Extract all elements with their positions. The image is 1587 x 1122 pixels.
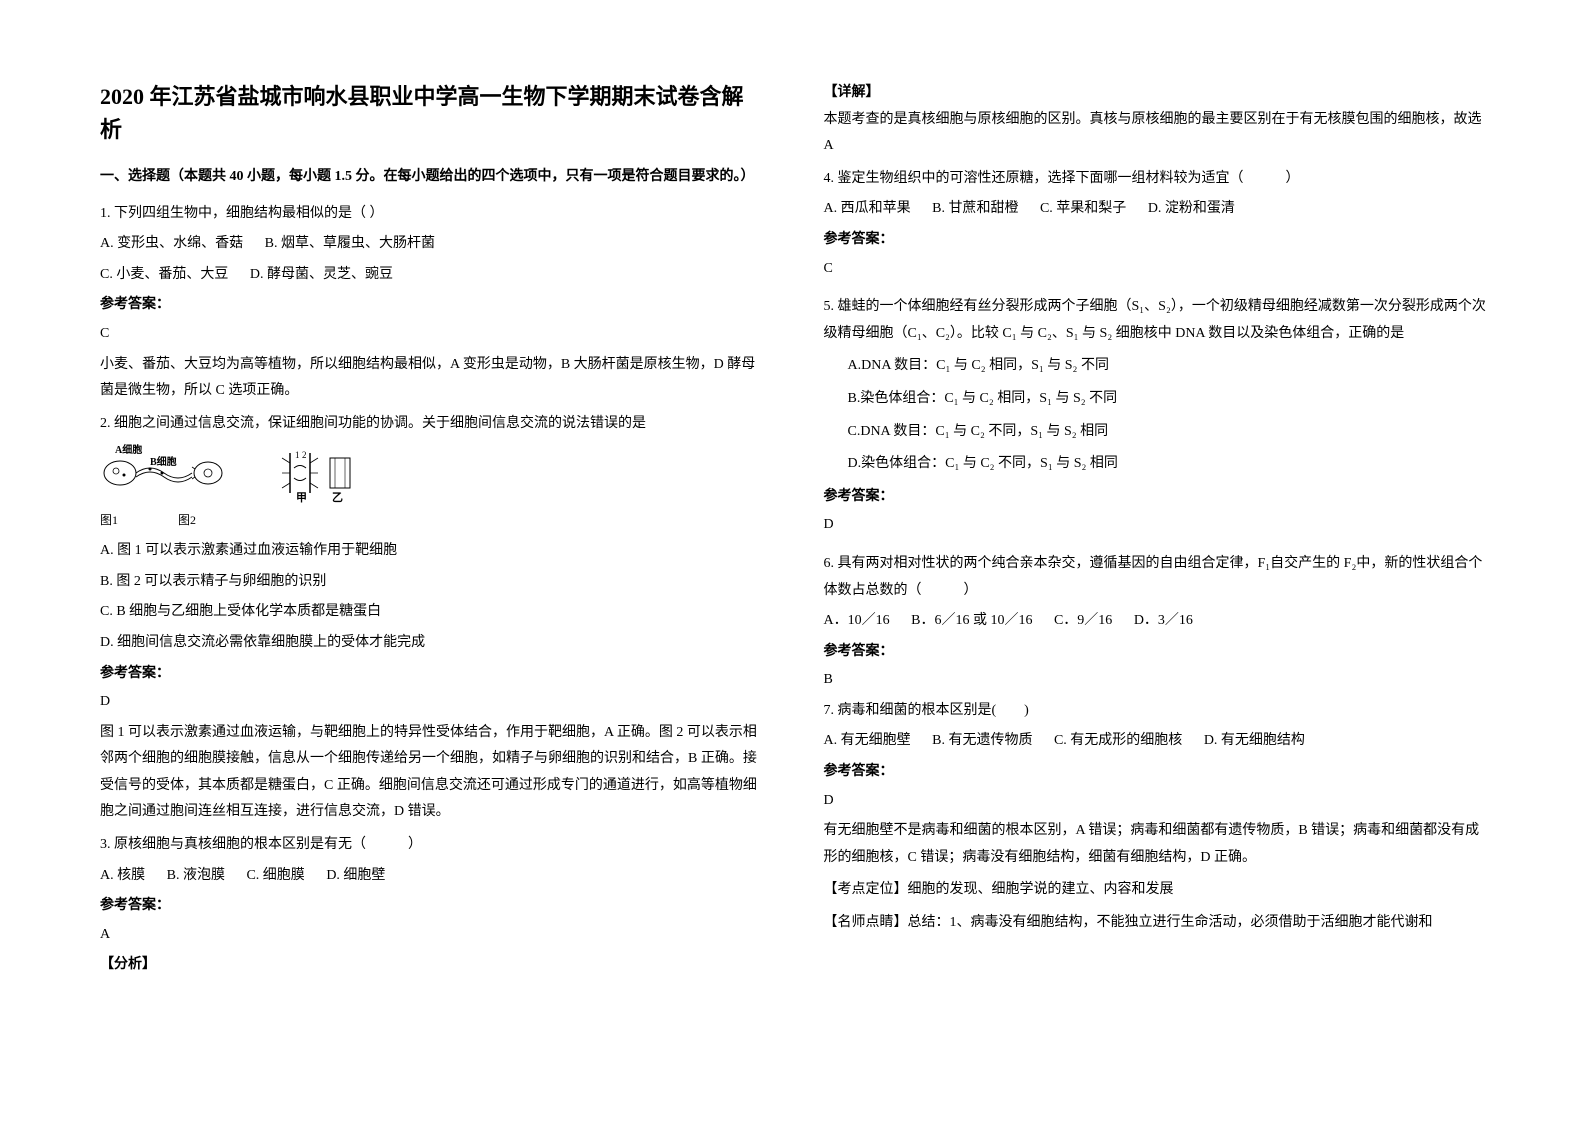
q4-answer-label: 参考答案：: [824, 227, 1488, 254]
q2-stem: 2. 细胞之间通过信息交流，保证细胞间功能的协调。关于细胞间信息交流的说法错误的…: [100, 411, 764, 438]
svg-text:甲: 甲: [296, 491, 307, 503]
q2-answer: D: [100, 689, 764, 716]
svg-text:B细胞: B细胞: [150, 455, 177, 468]
q2-fig2-label: 图2: [178, 509, 196, 532]
q6-optB: B．6／16 或 10／16: [911, 608, 1032, 635]
q3-answer: A: [100, 922, 764, 949]
q6-stem: 6. 具有两对相对性状的两个纯合亲本杂交，遵循基因的自由组合定律，F₁自交产生的…: [824, 551, 1488, 604]
q1-answer: C: [100, 321, 764, 348]
q7-stem: 7. 病毒和细菌的根本区别是( ): [824, 698, 1488, 725]
q5-answer: D: [824, 512, 1488, 539]
section-1-header: 一、选择题（本题共 40 小题，每小题 1.5 分。在每小题给出的四个选项中，只…: [100, 164, 764, 191]
q3-optA: A. 核膜: [100, 863, 145, 890]
q3-options: A. 核膜 B. 液泡膜 C. 细胞膜 D. 细胞壁: [100, 863, 764, 890]
q1-optC: C. 小麦、番茄、大豆: [100, 262, 228, 289]
q5-stem: 5. 雄蛙的一个体细胞经有丝分裂形成两个子细胞（S₁、S₂），一个初级精母细胞经…: [824, 294, 1488, 347]
q7-optA: A. 有无细胞壁: [824, 728, 911, 755]
q6-answer-label: 参考答案：: [824, 639, 1488, 666]
q2-answer-label: 参考答案：: [100, 661, 764, 688]
q6-optD: D．3／16: [1134, 608, 1193, 635]
q2-optB: B. 图 2 可以表示精子与卵细胞的识别: [100, 569, 764, 596]
left-column: 2020 年江苏省盐城市响水县职业中学高一生物下学期期末试卷含解析 一、选择题（…: [100, 80, 764, 1042]
q1-optA: A. 变形虫、水绵、香菇: [100, 231, 243, 258]
q5-optD: D.染色体组合：C₁ 与 C₂ 不同，S₁ 与 S₂ 相同: [848, 451, 1488, 478]
q7-options: A. 有无细胞壁 B. 有无遗传物质 C. 有无成形的细胞核 D. 有无细胞结构: [824, 728, 1488, 755]
q2-figure-1: A细胞 B细胞: [100, 443, 230, 503]
svg-text:2: 2: [302, 450, 307, 460]
q2-optC: C. B 细胞与乙细胞上受体化学本质都是糖蛋白: [100, 599, 764, 626]
q6-optA: A．10／16: [824, 608, 890, 635]
q4-options: A. 西瓜和苹果 B. 甘蔗和甜橙 C. 苹果和梨子 D. 淀粉和蛋清: [824, 196, 1488, 223]
q2-figure-2: 1 2 甲 乙: [260, 443, 370, 503]
svg-text:1: 1: [295, 450, 300, 460]
exam-title: 2020 年江苏省盐城市响水县职业中学高一生物下学期期末试卷含解析: [100, 80, 764, 146]
q4-stem: 4. 鉴定生物组织中的可溶性还原糖，选择下面哪一组材料较为适宜（ ）: [824, 166, 1488, 193]
q3-optD: D. 细胞壁: [326, 863, 385, 890]
q6-optC: C．9／16: [1054, 608, 1112, 635]
q1-answer-label: 参考答案：: [100, 292, 764, 319]
q1-optD: D. 酵母菌、灵芝、豌豆: [250, 262, 393, 289]
q4-optA: A. 西瓜和苹果: [824, 196, 911, 223]
q3-detail-label: 【详解】: [824, 80, 1488, 107]
q2-optA: A. 图 1 可以表示激素通过血液运输作用于靶细胞: [100, 538, 764, 565]
q1-options-row2: C. 小麦、番茄、大豆 D. 酵母菌、灵芝、豌豆: [100, 262, 764, 289]
q2-optD: D. 细胞间信息交流必需依靠细胞膜上的受体才能完成: [100, 630, 764, 657]
q5-optA: A.DNA 数目：C₁ 与 C₂ 相同，S₁ 与 S₂ 不同: [848, 353, 1488, 380]
q6-answer: B: [824, 667, 1488, 694]
q1-explanation: 小麦、番茄、大豆均为高等植物，所以细胞结构最相似，A 变形虫是动物，B 大肠杆菌…: [100, 352, 764, 405]
q7-explanation: 有无细胞壁不是病毒和细菌的根本区别，A 错误；病毒和细菌都有遗传物质，B 错误；…: [824, 818, 1488, 871]
q4-optC: C. 苹果和梨子: [1040, 196, 1126, 223]
svg-text:A细胞: A细胞: [115, 443, 142, 456]
q5-optC: C.DNA 数目：C₁ 与 C₂ 不同，S₁ 与 S₂ 相同: [848, 419, 1488, 446]
q3-optC: C. 细胞膜: [246, 863, 304, 890]
q7-optB: B. 有无遗传物质: [932, 728, 1032, 755]
q5-optB: B.染色体组合：C₁ 与 C₂ 相同，S₁ 与 S₂ 不同: [848, 386, 1488, 413]
q3-stem: 3. 原核细胞与真核细胞的根本区别是有无（ ）: [100, 832, 764, 859]
q7-optC: C. 有无成形的细胞核: [1054, 728, 1182, 755]
q7-answer-label: 参考答案：: [824, 759, 1488, 786]
right-column: 【详解】 本题考查的是真核细胞与原核细胞的区别。真核与原核细胞的最主要区别在于有…: [824, 80, 1488, 1042]
q1-optB: B. 烟草、草履虫、大肠杆菌: [265, 231, 435, 258]
q1-options-row1: A. 变形虫、水绵、香菇 B. 烟草、草履虫、大肠杆菌: [100, 231, 764, 258]
q5-answer-label: 参考答案：: [824, 484, 1488, 511]
q4-optD: D. 淀粉和蛋清: [1148, 196, 1235, 223]
q2-fig1-label: 图1: [100, 509, 118, 532]
q3-optB: B. 液泡膜: [167, 863, 225, 890]
q6-options: A．10／16 B．6／16 或 10／16 C．9／16 D．3／16: [824, 608, 1488, 635]
q4-answer: C: [824, 256, 1488, 283]
q7-point: 【考点定位】细胞的发现、细胞学说的建立、内容和发展: [824, 877, 1488, 904]
svg-text:乙: 乙: [332, 491, 343, 503]
q3-answer-label: 参考答案：: [100, 893, 764, 920]
q7-optD: D. 有无细胞结构: [1204, 728, 1305, 755]
q4-optB: B. 甘蔗和甜橙: [932, 196, 1018, 223]
q7-teacher: 【名师点睛】总结：1、病毒没有细胞结构，不能独立进行生命活动，必须借助于活细胞才…: [824, 910, 1488, 937]
q2-diagram-row: A细胞 B细胞 1 2 甲 乙: [100, 443, 764, 503]
q3-detail: 本题考查的是真核细胞与原核细胞的区别。真核与原核细胞的最主要区别在于有无核膜包围…: [824, 107, 1488, 160]
q2-explanation: 图 1 可以表示激素通过血液运输，与靶细胞上的特异性受体结合，作用于靶细胞，A …: [100, 720, 764, 826]
q2-figure-labels: 图1 图2: [100, 509, 764, 532]
q1-stem: 1. 下列四组生物中，细胞结构最相似的是（ ）: [100, 201, 764, 228]
q3-analysis-label: 【分析】: [100, 952, 764, 979]
q7-answer: D: [824, 788, 1488, 815]
